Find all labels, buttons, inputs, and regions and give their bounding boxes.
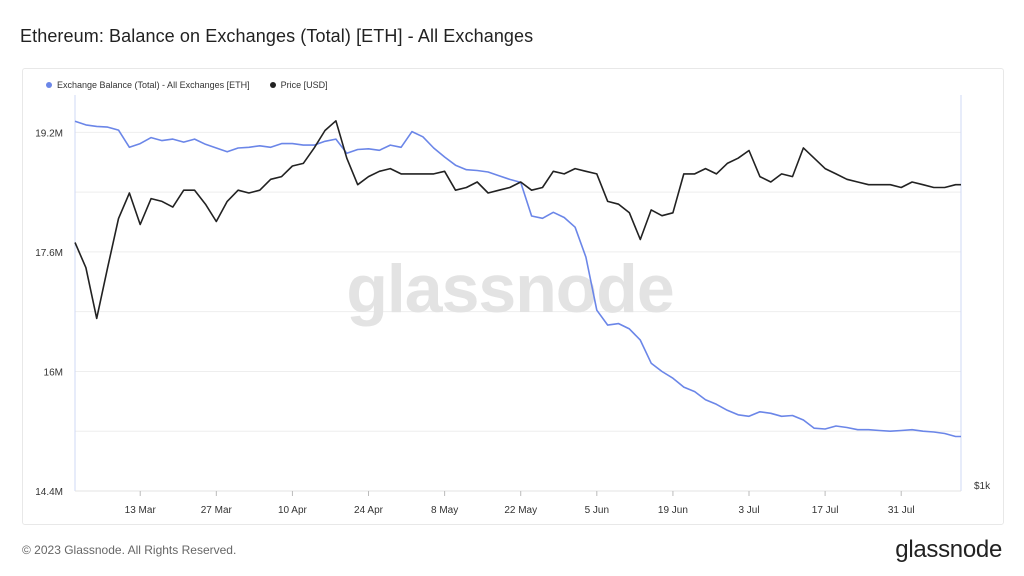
grid-lines [74, 95, 962, 492]
chart-legend: Exchange Balance (Total) - All Exchanges… [46, 80, 328, 90]
legend-label-price: Price [USD] [280, 80, 328, 90]
legend-item-price[interactable]: Price [USD] [269, 80, 328, 90]
x-tick-label: 31 Jul [888, 505, 915, 516]
y-axis-right: $1k [974, 481, 991, 492]
x-tick-label: 5 Jun [585, 505, 609, 516]
x-tick-label: 8 May [431, 505, 458, 516]
x-tick-label: 13 Mar [125, 505, 157, 516]
x-tick-label: 27 Mar [201, 505, 233, 516]
y-tick-label: 16M [44, 367, 63, 378]
chart-title: Ethereum: Balance on Exchanges (Total) [… [20, 26, 534, 46]
x-axis: 13 Mar 27 Mar 10 Apr 24 Apr 8 May 22 May 5 Jun… [125, 491, 915, 516]
x-tick-label: 17 Jul [812, 505, 839, 516]
y-tick-label: 19.2M [35, 128, 63, 139]
x-tick-label: 19 Jun [658, 505, 688, 516]
y-tick-label: 14.4M [35, 487, 63, 498]
footer-logo[interactable]: glassnode [895, 536, 1002, 563]
x-tick-label: 10 Apr [278, 505, 308, 516]
x-tick-label: 24 Apr [354, 505, 384, 516]
watermark: glassnode [346, 251, 673, 327]
series-layer [74, 120, 961, 438]
chart-card [22, 68, 1004, 525]
y-axis-left: 19.2M 17.6M 16M 14.4M [35, 128, 63, 498]
footer-copyright: © 2023 Glassnode. All Rights Reserved. [22, 543, 237, 557]
legend-item-balance[interactable]: Exchange Balance (Total) - All Exchanges… [46, 80, 250, 90]
y-tick-label: 17.6M [35, 248, 63, 259]
legend-dot-price [269, 82, 276, 88]
y-right-tick-label: $1k [974, 481, 991, 492]
x-tick-label: 3 Jul [738, 505, 759, 516]
legend-label-balance: Exchange Balance (Total) - All Exchanges… [57, 80, 250, 90]
series-line-price [74, 120, 961, 320]
legend-dot-balance [46, 82, 52, 88]
x-tick-label: 22 May [504, 505, 537, 516]
